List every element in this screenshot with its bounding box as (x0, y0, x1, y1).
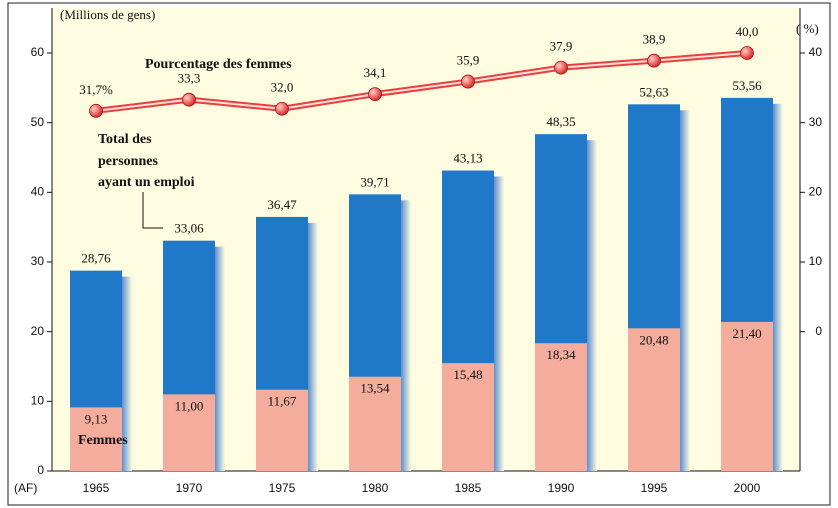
y2-tick-label: 0 (815, 324, 822, 338)
bar-value-label: 43,13 (453, 151, 482, 166)
bar-value-label: 18,34 (546, 347, 576, 362)
bar-value-label: 33,06 (174, 221, 204, 236)
y2-tick-label: 20 (809, 185, 823, 199)
y2-tick-label: 30 (809, 115, 823, 129)
line-value-label: 34,1 (364, 65, 387, 80)
bar-shadow (773, 103, 783, 472)
x-tick-label: 2000 (734, 481, 761, 495)
line-value-label: 38,9 (643, 32, 666, 47)
bar-shadow (587, 140, 597, 471)
bar (628, 328, 680, 471)
bar-shadow (308, 222, 318, 471)
bar (535, 343, 587, 471)
y-tick-label: 0 (37, 463, 44, 477)
y-tick-label: 50 (31, 115, 45, 129)
line-point (89, 103, 103, 118)
x-tick-label: 1965 (83, 481, 110, 495)
y2-tick-label: 10 (809, 254, 823, 268)
y-tick-label: 40 (31, 185, 45, 199)
bar-shadow (680, 110, 690, 471)
line-point (368, 87, 382, 102)
bar-value-label: 53,56 (732, 78, 762, 93)
bar-value-label: 39,71 (360, 174, 389, 189)
bar-value-label: 9,13 (85, 411, 108, 426)
bar (349, 376, 401, 471)
bar-value-label: 36,47 (267, 197, 297, 212)
x-tick-label: 1990 (548, 481, 575, 495)
line-annotation: Pourcentage des femmes (145, 57, 292, 72)
line-value-label: 32,0 (271, 80, 294, 95)
bar (163, 394, 215, 471)
line-point (461, 74, 475, 89)
line-value-label: 35,9 (457, 53, 480, 68)
bar (70, 407, 122, 471)
bar (256, 389, 308, 471)
bar (721, 321, 773, 471)
women-annotation: Femmes (78, 433, 128, 448)
line-value-label: 33,3 (178, 71, 201, 86)
y-tick-label: 60 (31, 45, 45, 59)
line-point (647, 53, 661, 68)
total-annotation: Total des (98, 132, 152, 147)
total-annotation: ayant un emploi (98, 175, 195, 190)
bar-value-label: 13,54 (360, 381, 390, 396)
line-inner (95, 52, 748, 112)
line-value-label: 37,9 (550, 39, 573, 54)
y-tick-label: 20 (31, 324, 45, 338)
bar-shadow (215, 246, 225, 471)
bar-value-label: 11,67 (268, 394, 297, 409)
bar-shadow (122, 276, 132, 471)
x-axis-label: (AF) (14, 481, 37, 495)
x-tick-label: 1995 (641, 481, 668, 495)
leader-line (142, 192, 163, 229)
y2-axis-label: ( %) (796, 21, 819, 36)
x-tick-label: 1980 (362, 481, 389, 495)
line-point (182, 92, 196, 107)
bar-shadow (401, 200, 411, 471)
total-annotation: personnes (98, 154, 158, 169)
y-tick-label: 10 (31, 394, 45, 408)
bar (442, 363, 494, 471)
line-value-label: 31,7% (79, 82, 113, 97)
line-value-label: 40,0 (736, 24, 759, 39)
bar-value-label: 52,63 (639, 84, 668, 99)
bar-shadow (494, 176, 504, 472)
y2-tick-label: 40 (809, 45, 823, 59)
bar-value-label: 28,76 (81, 251, 111, 266)
x-tick-label: 1970 (176, 481, 203, 495)
legend: Pourcentage des femmes Total des personn… (78, 57, 292, 448)
y-tick-label: 30 (31, 254, 45, 268)
bar-value-label: 15,48 (453, 367, 482, 382)
x-tick-label: 1975 (269, 481, 296, 495)
line-point (554, 60, 568, 75)
bar-value-label: 21,40 (732, 326, 761, 341)
y-axis-label: (Millions de gens) (60, 7, 155, 22)
line-point (740, 46, 754, 60)
bar-value-label: 11,00 (175, 398, 204, 413)
x-tick-label: 1985 (455, 481, 482, 495)
bar-value-label: 20,48 (639, 332, 668, 347)
line-point (275, 101, 289, 116)
bar-value-label: 48,35 (546, 114, 575, 129)
